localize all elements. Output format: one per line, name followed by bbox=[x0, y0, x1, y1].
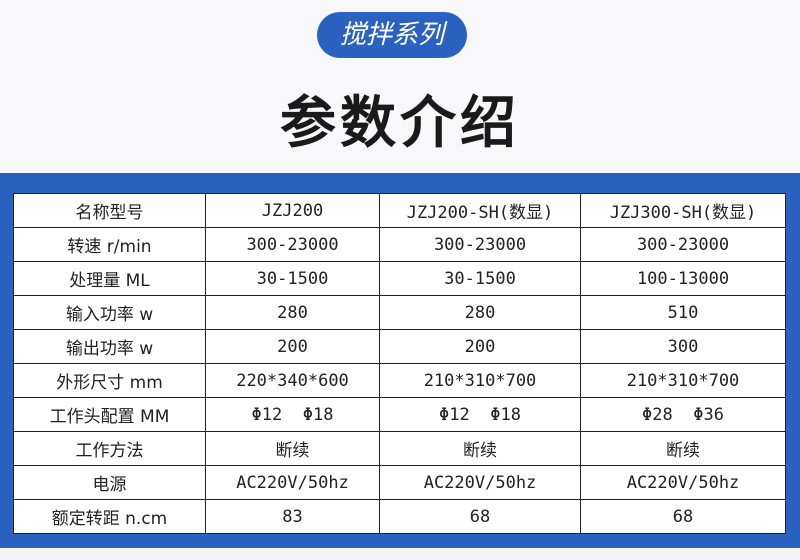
bottom-strip bbox=[0, 548, 800, 560]
cell-value: 断续 bbox=[205, 431, 380, 466]
row-label: 处理量 ML bbox=[13, 261, 206, 296]
cell-value: 200 bbox=[205, 329, 380, 364]
cell-value: 210*310*700 bbox=[580, 363, 786, 398]
cell-value: 210*310*700 bbox=[379, 363, 581, 398]
cell-value: 300-23000 bbox=[205, 227, 380, 262]
cell-value: 200 bbox=[379, 329, 581, 364]
cell-value: 280 bbox=[379, 295, 581, 330]
cell-value: AC220V/50hz bbox=[379, 465, 581, 500]
table-row: 电源 AC220V/50hz AC220V/50hz AC220V/50hz bbox=[13, 465, 786, 500]
row-label: 输入功率 w bbox=[13, 295, 206, 330]
table-row: 工作方法 断续 断续 断续 bbox=[13, 431, 786, 466]
cell-value: Φ28 Φ36 bbox=[580, 397, 786, 432]
row-label: 输出功率 w bbox=[13, 329, 206, 364]
row-label: 工作方法 bbox=[13, 431, 206, 466]
table-row: 输入功率 w 280 280 510 bbox=[13, 295, 786, 330]
cell-value: 68 bbox=[580, 499, 786, 534]
cell-value: AC220V/50hz bbox=[205, 465, 380, 500]
cell-value: JZJ200 bbox=[205, 193, 380, 228]
cell-value: 30-1500 bbox=[379, 261, 581, 296]
row-label: 额定转距 n.cm bbox=[13, 499, 206, 534]
cell-value: 83 bbox=[205, 499, 380, 534]
row-label: 外形尺寸 mm bbox=[13, 363, 206, 398]
header-row: 名称型号 JZJ200 JZJ200-SH(数显) JZJ300-SH(数显) bbox=[13, 193, 786, 228]
cell-value: 300-23000 bbox=[379, 227, 581, 262]
cell-value: 断续 bbox=[580, 431, 786, 466]
table-row: 外形尺寸 mm 220*340*600 210*310*700 210*310*700 bbox=[13, 363, 786, 398]
table-row: 处理量 ML 30-1500 30-1500 100-13000 bbox=[13, 261, 786, 296]
cell-value: 300 bbox=[580, 329, 786, 364]
cell-value: JZJ200-SH(数显) bbox=[379, 193, 581, 228]
table-row: 转速 r/min 300-23000 300-23000 300-23000 bbox=[13, 227, 786, 262]
cell-value: 68 bbox=[379, 499, 581, 534]
cell-value: 300-23000 bbox=[580, 227, 786, 262]
cell-value: JZJ300-SH(数显) bbox=[580, 193, 786, 228]
row-label: 转速 r/min bbox=[13, 227, 206, 262]
series-badge: 搅拌系列 bbox=[317, 12, 467, 58]
cell-value: AC220V/50hz bbox=[580, 465, 786, 500]
row-label: 电源 bbox=[13, 465, 206, 500]
cell-value: 220*340*600 bbox=[205, 363, 380, 398]
cell-value: 100-13000 bbox=[580, 261, 786, 296]
row-label: 名称型号 bbox=[13, 193, 206, 228]
cell-value: 断续 bbox=[379, 431, 581, 466]
cell-value: Φ12 Φ18 bbox=[205, 397, 380, 432]
cell-value: 510 bbox=[580, 295, 786, 330]
spec-table: 名称型号 JZJ200 JZJ200-SH(数显) JZJ300-SH(数显) 转速 r… bbox=[13, 193, 786, 534]
cell-value: 280 bbox=[205, 295, 380, 330]
page-title: 参数介绍 bbox=[280, 91, 520, 156]
table-row: 工作头配置 MM Φ12 Φ18 Φ12 Φ18 Φ28 Φ36 bbox=[13, 397, 786, 432]
cell-value: Φ12 Φ18 bbox=[379, 397, 581, 432]
row-label: 工作头配置 MM bbox=[13, 397, 206, 432]
table-row: 输出功率 w 200 200 300 bbox=[13, 329, 786, 364]
table-row: 额定转距 n.cm 83 68 68 bbox=[13, 499, 786, 534]
cell-value: 30-1500 bbox=[205, 261, 380, 296]
